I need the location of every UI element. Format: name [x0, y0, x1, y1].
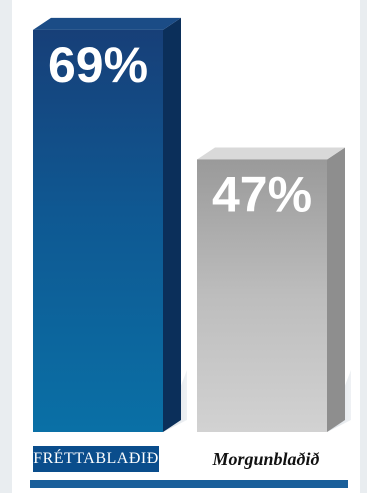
category-label-frettabladid: FRÉTTABLAÐIÐ	[33, 446, 159, 472]
bar-top-frettabladid	[33, 17, 181, 30]
value-label-frettabladid: 69%	[48, 37, 148, 93]
bar-frettabladid	[33, 29, 163, 433]
value-label-morgunbladid: 47%	[212, 166, 312, 222]
bar-morgunbladid	[197, 159, 327, 433]
bar-top-morgunbladid	[197, 147, 345, 160]
baseline-bar	[30, 480, 348, 488]
category-label-morgunbladid: Morgunblaðið	[212, 448, 320, 469]
bar-side-frettabladid	[163, 17, 181, 433]
bar-side-morgunbladid	[327, 147, 345, 433]
